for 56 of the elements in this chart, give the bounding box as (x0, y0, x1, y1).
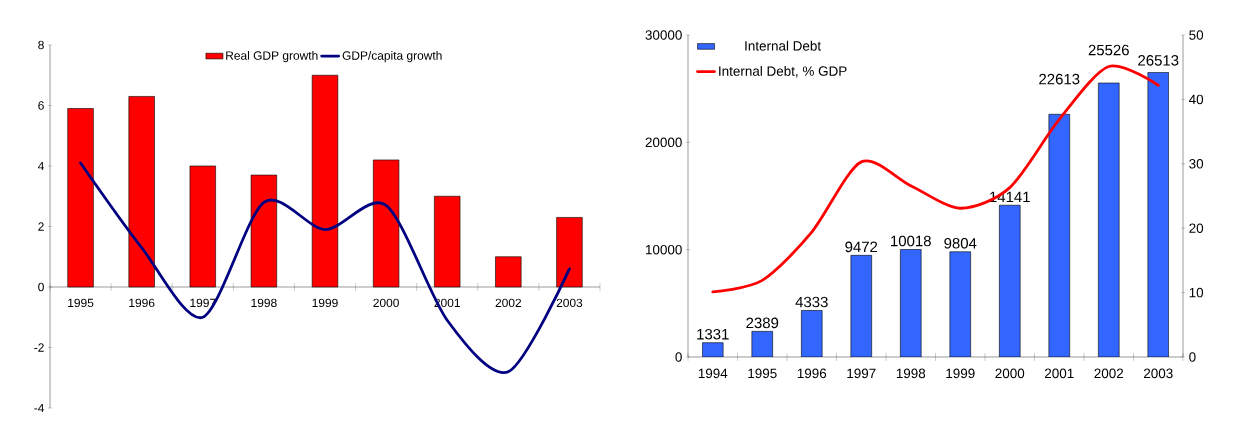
x-tick-label: 1999 (312, 298, 338, 308)
bar (1098, 83, 1120, 357)
x-tick-label: 2003 (556, 298, 583, 308)
x-tick-label: 1995 (68, 298, 94, 308)
data-label: 22613 (1039, 73, 1080, 85)
y2-tick-label: 0 (1189, 352, 1196, 362)
y2-tick-label: 30 (1189, 159, 1204, 169)
x-tick-label: 1994 (698, 368, 728, 379)
x-tick-label: 1995 (748, 368, 777, 379)
legend-label: Internal Debt, % GDP (719, 65, 847, 78)
x-tick-label: 2002 (495, 298, 522, 308)
y-tick-label: 2 (38, 222, 44, 231)
bar (999, 205, 1021, 357)
y-tick-label: 6 (38, 101, 44, 110)
y-tick-label: 20000 (645, 137, 682, 148)
y2-tick-label: 10 (1189, 287, 1204, 298)
bar (949, 251, 971, 357)
legend-label: Real GDP growth (226, 51, 318, 63)
legend-label: GDP/capita growth (342, 51, 442, 63)
bar (900, 249, 922, 357)
bar (850, 255, 872, 357)
data-label: 25526 (1088, 44, 1129, 56)
legend-label: Internal Debt (745, 40, 821, 51)
bar (1048, 114, 1070, 357)
x-tick-label: 1998 (896, 368, 926, 379)
y2-tick-label: 20 (1189, 223, 1204, 233)
x-tick-label: 2000 (995, 368, 1025, 379)
y-tick-label: -2 (34, 343, 44, 352)
data-label: 10018 (891, 235, 931, 247)
x-tick-label: 1997 (847, 368, 876, 379)
y-tick-label: 30000 (645, 30, 682, 40)
data-label: 9804 (944, 238, 977, 249)
data-label: 9472 (845, 241, 878, 253)
x-tick-label: 2003 (1143, 368, 1173, 379)
y-tick-label: 4 (37, 161, 44, 171)
bar (1147, 72, 1169, 357)
y-tick-label: 8 (38, 40, 44, 50)
data-label: 2389 (746, 317, 779, 329)
x-tick-label: 1999 (946, 368, 975, 379)
data-label: 4333 (795, 296, 828, 308)
data-label: 26513 (1138, 55, 1179, 66)
data-label: 1331 (697, 328, 729, 340)
line-series (711, 64, 1160, 294)
bar (801, 310, 823, 357)
y-tick-label: -4 (34, 403, 44, 413)
y-tick-label: 0 (38, 282, 44, 292)
y2-tick-label: 50 (1189, 30, 1204, 40)
y-tick-label: 0 (675, 352, 682, 362)
x-tick-label: 1998 (251, 298, 277, 308)
x-tick-label: 1996 (129, 298, 155, 308)
x-tick-label: 2000 (373, 298, 399, 308)
x-tick-label: 2001 (1044, 368, 1074, 379)
x-tick-label: 1996 (797, 368, 827, 379)
y2-tick-label: 40 (1188, 94, 1204, 105)
y-tick-label: 10000 (645, 244, 682, 255)
x-tick-label: 2002 (1094, 368, 1124, 379)
